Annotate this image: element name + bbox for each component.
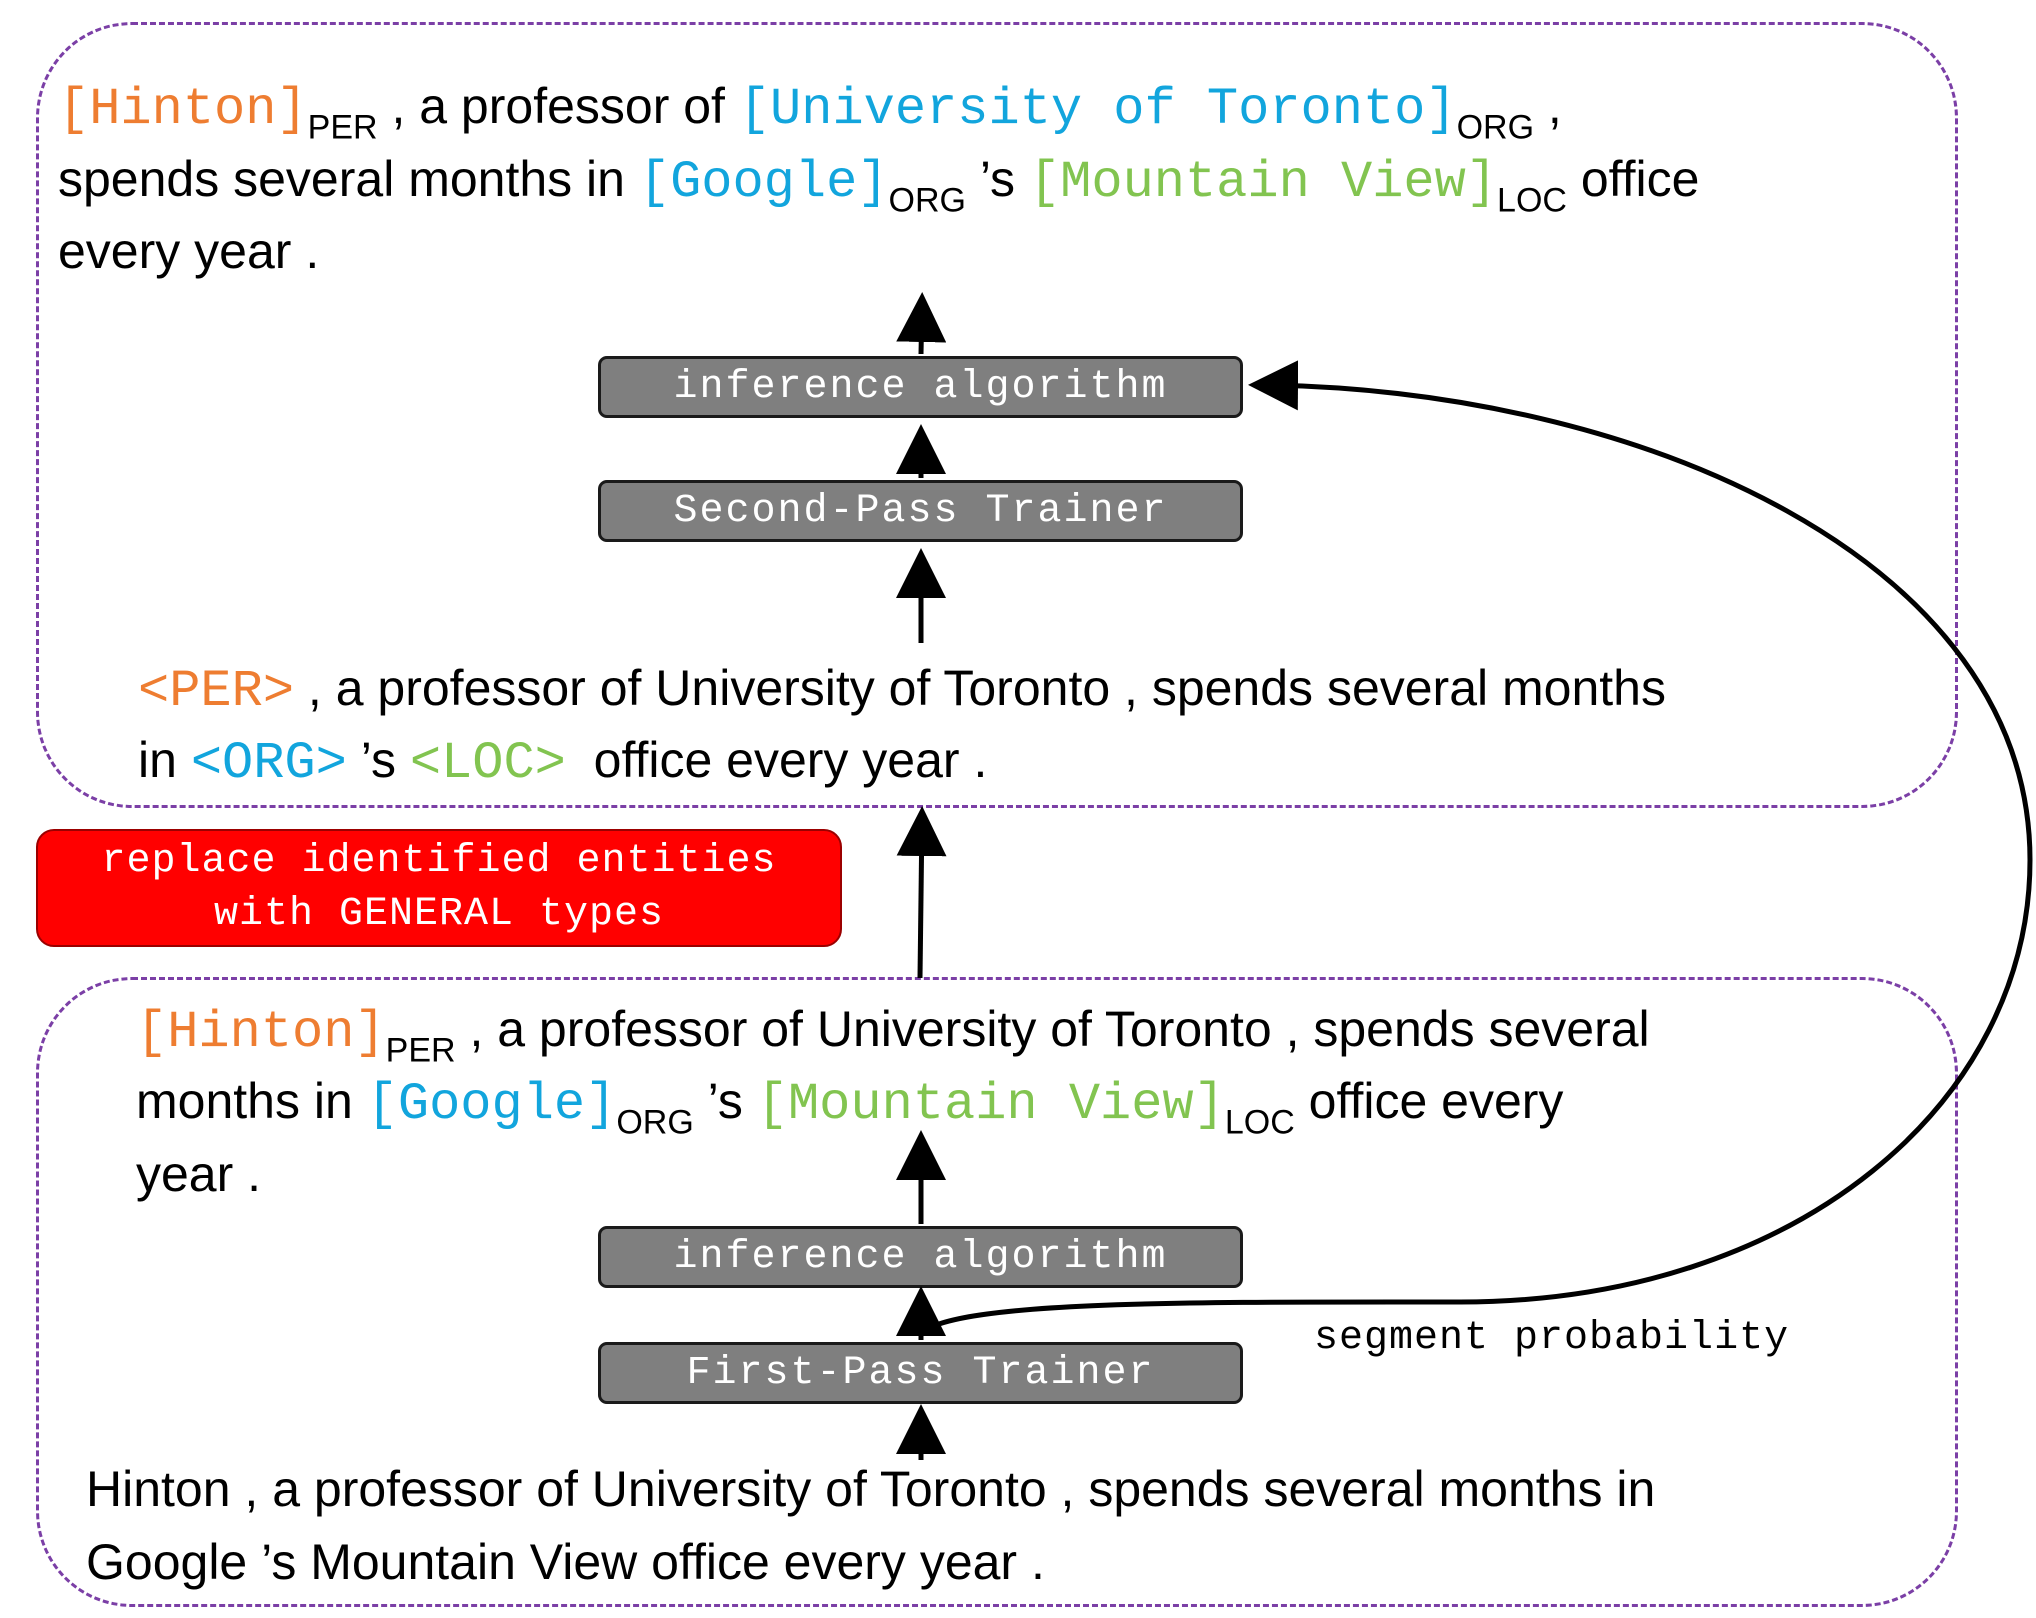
sentence-text: Google ’s Mountain View office every yea… (86, 1534, 1045, 1590)
second-pass-trainer-label: Second-Pass Trainer (673, 488, 1168, 534)
arrow-first-output-to-general-sentence (896, 806, 947, 979)
segment-probability-label: segment probability (1314, 1316, 1790, 1361)
second-pass-output-line-2: spends several months in [Google]ORG ’s … (58, 143, 1699, 219)
sentence-text: months in (136, 1073, 367, 1129)
first-pass-trainer-label: First-Pass Trainer (686, 1350, 1155, 1396)
replace-box-line-2: with GENERAL types (213, 892, 665, 937)
inference-algorithm-box-top: inference algorithm (598, 356, 1243, 418)
label-org: ORG (888, 181, 966, 220)
sentence-text: , a professor of (377, 78, 739, 134)
replace-entities-box: replace identified entities with GENERAL… (36, 829, 842, 947)
first-pass-output-line-2: months in [Google]ORG ’s [Mountain View]… (136, 1065, 1563, 1141)
inference-algorithm-label: inference algorithm (673, 364, 1168, 410)
entity-hinton: [Hinton] (58, 80, 308, 139)
sentence-text: year . (136, 1146, 262, 1202)
sentence-text: ’s (965, 151, 1029, 207)
first-pass-output-line-3: year . (136, 1138, 261, 1210)
sentence-text: office (1566, 151, 1700, 207)
sentence-text: , a professor of University of Toronto ,… (455, 1001, 1650, 1057)
entity-mountain-view: [Mountain View] (1028, 153, 1498, 212)
sentence-text: office every (1294, 1073, 1564, 1129)
sentence-text: spends several months in (58, 151, 639, 207)
first-pass-output-line-1: [Hinton]PER , a professor of University … (136, 993, 1650, 1069)
first-pass-panel (36, 977, 1958, 1607)
second-pass-panel (36, 22, 1958, 808)
sentence-text: , a professor of University of Toronto ,… (294, 660, 1666, 716)
second-pass-output-line-3: every year . (58, 215, 319, 287)
sentence-text: in (138, 732, 191, 788)
raw-input-sentence-line-1: Hinton , a professor of University of To… (86, 1453, 1655, 1525)
label-per: PER (385, 1031, 456, 1070)
arrow-inference-to-output-top (896, 292, 947, 355)
sentence-text: every year . (58, 223, 320, 279)
sentence-text: , (1534, 78, 1562, 134)
label-loc: LOC (1224, 1103, 1295, 1142)
segment-probability-arrow (919, 360, 2033, 1335)
entity-university-of-toronto: [University of Toronto] (738, 80, 1457, 139)
entity-hinton: [Hinton] (136, 1003, 386, 1062)
general-type-sentence-line-2: in <ORG> ’s <LOC> office every year . (138, 724, 987, 800)
label-loc: LOC (1497, 181, 1567, 220)
label-org: ORG (616, 1103, 694, 1142)
sentence-text: ’s (346, 732, 410, 788)
general-type-org: <ORG> (190, 734, 347, 793)
replace-box-line-1: replace identified entities (101, 839, 777, 884)
general-type-loc: <LOC> (409, 734, 566, 793)
label-per: PER (307, 108, 378, 147)
raw-input-sentence-line-2: Google ’s Mountain View office every yea… (86, 1526, 1045, 1598)
label-org: ORG (1456, 108, 1535, 147)
sentence-text: Hinton , a professor of University of To… (86, 1461, 1656, 1517)
second-pass-output-line-1: [Hinton]PER , a professor of [University… (58, 70, 1562, 146)
general-type-per: <PER> (138, 662, 295, 721)
entity-google: [Google] (638, 153, 889, 212)
entity-google: [Google] (366, 1075, 617, 1134)
entity-mountain-view: [Mountain View] (756, 1075, 1225, 1134)
second-pass-trainer-box: Second-Pass Trainer (598, 480, 1243, 542)
sentence-text: office every year . (565, 732, 988, 788)
general-type-sentence-line-1: <PER> , a professor of University of Tor… (138, 652, 1666, 728)
sentence-text: ’s (693, 1073, 757, 1129)
inference-algorithm-label: inference algorithm (673, 1234, 1168, 1280)
first-pass-trainer-box: First-Pass Trainer (598, 1342, 1243, 1404)
